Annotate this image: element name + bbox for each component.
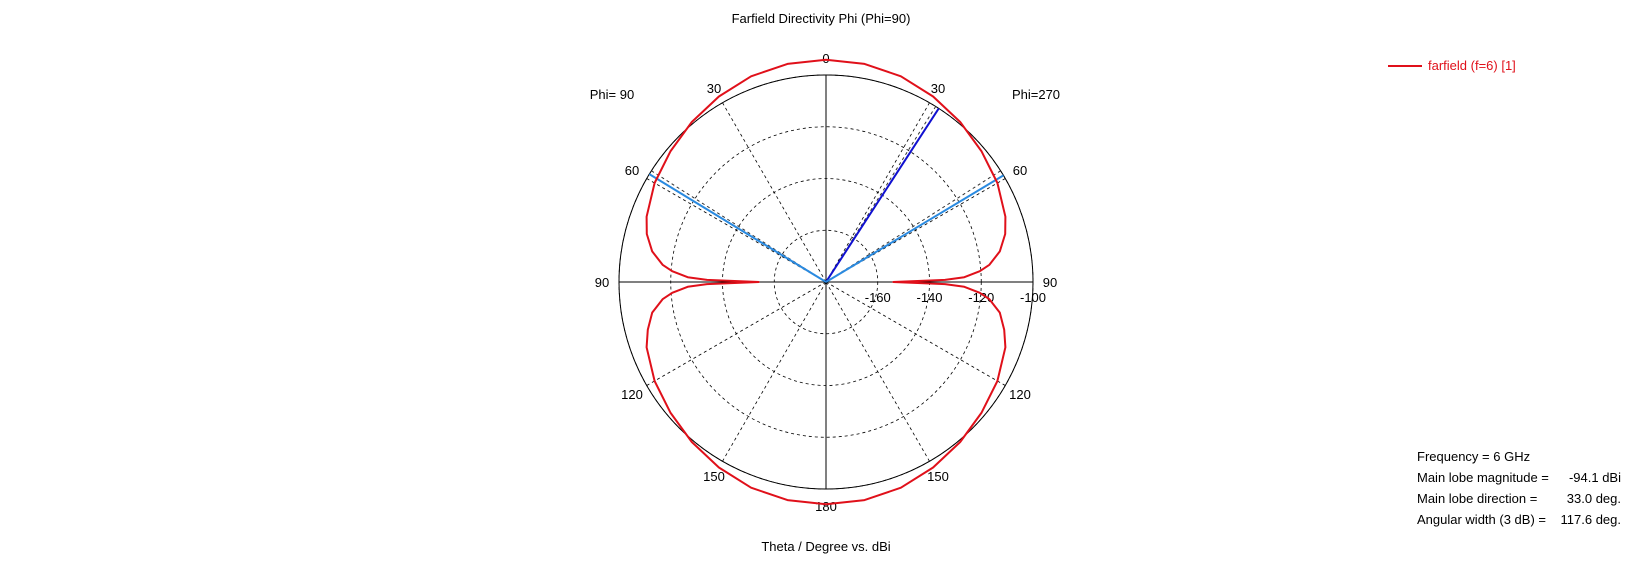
legend: farfield (f=6) [1] (1388, 58, 1516, 73)
angular-grid-line (825, 281, 930, 462)
beamwidth-line (648, 173, 827, 283)
angular-grid-line (722, 102, 827, 283)
info-label: Main lobe direction = (1417, 491, 1538, 506)
angle-tick-label: 150 (703, 469, 725, 484)
phi-left-label: Phi= 90 (590, 87, 634, 102)
info-value: -94.1 dBi (1568, 470, 1621, 485)
main-lobe-reference-line (825, 106, 937, 283)
info-value: 33.0 deg. (1566, 491, 1621, 506)
series-line (645, 58, 1007, 506)
farfield-info: Frequency = 6 GHz Main lobe magnitude = -9… (1417, 446, 1621, 530)
radial-tick-label: -160 (865, 290, 891, 305)
info-row: Frequency = 6 GHz (1417, 446, 1621, 467)
series-layer (645, 58, 1007, 506)
angular-grid-line (646, 281, 827, 386)
polar-grid (618, 74, 1034, 490)
angular-grid-line (646, 178, 827, 283)
info-row: Main lobe magnitude = -94.1 dBi (1417, 467, 1621, 488)
angle-tick-label: 30 (931, 81, 945, 96)
radial-tick-label: -120 (968, 290, 994, 305)
radial-tick-label: -100 (1020, 290, 1046, 305)
angle-tick-label: 0 (822, 51, 829, 66)
info-label: Angular width (3 dB) = (1417, 512, 1546, 527)
beamwidth-reference-line (651, 170, 827, 283)
phi-right-label: Phi=270 (1012, 87, 1060, 102)
info-row: Angular width (3 dB) = 117.6 deg. (1417, 509, 1621, 530)
angle-tick-label: 120 (621, 387, 643, 402)
angle-tick-label: 60 (625, 163, 639, 178)
info-row: Main lobe direction = 33.0 deg. (1417, 488, 1621, 509)
angle-tick-label: 90 (595, 275, 609, 290)
angular-grid-line (722, 281, 827, 462)
radial-tick-label: -140 (916, 290, 942, 305)
angle-tick-label: 120 (1009, 387, 1031, 402)
beamwidth-line (825, 174, 1004, 283)
angular-grid-line (825, 102, 930, 283)
chart-title: Farfield Directivity Phi (Phi=90) (732, 11, 911, 26)
info-label: Frequency = 6 GHz (1417, 449, 1531, 464)
info-value: 117.6 deg. (1560, 512, 1621, 527)
beamwidth-reference-line (825, 170, 1001, 283)
x-axis-label: Theta / Degree vs. dBi (761, 539, 890, 554)
angle-tick-label: 180 (815, 499, 837, 514)
angular-grid-line (825, 178, 1006, 283)
angle-tick-label: 30 (707, 81, 721, 96)
angle-tick-label: 90 (1043, 275, 1057, 290)
angle-tick-label: 60 (1013, 163, 1027, 178)
angle-tick-label: 150 (927, 469, 949, 484)
lobe-markers (648, 106, 1004, 283)
info-label: Main lobe magnitude = (1417, 470, 1549, 485)
tick-labels: 0 30 60 90 120 150 180 30 60 90 120 150 -160 -140 -120… (595, 51, 1057, 514)
legend-label: farfield (f=6) [1] (1428, 58, 1516, 73)
main-lobe-line (825, 107, 940, 283)
legend-swatch (1388, 64, 1422, 67)
angular-grid-line (825, 281, 1006, 386)
